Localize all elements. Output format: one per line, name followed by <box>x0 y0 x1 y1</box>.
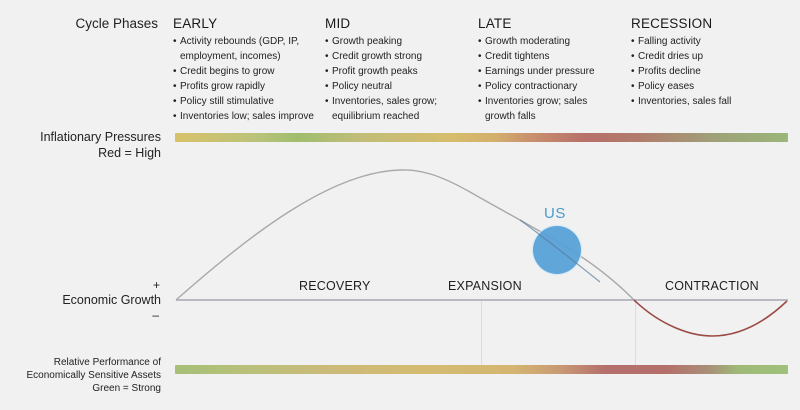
phase-bullet: Policy eases <box>631 79 796 94</box>
phase-title: MID <box>325 16 351 31</box>
phase-bullet: Growth peaking <box>325 34 455 49</box>
performance-label-line2: Economically Sensitive Assets <box>26 370 161 381</box>
performance-label-line1: Relative Performance of <box>53 357 161 368</box>
phase-bullet: Policy still stimulative <box>173 94 323 109</box>
phase-early: EARLY Activity rebounds (GDP, IP, employ… <box>173 16 323 124</box>
phase-recession: RECESSION Falling activity Credit dries … <box>631 16 796 109</box>
phase-bullet: Falling activity <box>631 34 796 49</box>
phase-bullet: Growth moderating <box>478 34 628 49</box>
cycle-phases-label: Cycle Phases <box>75 16 158 31</box>
phase-mid: MID Growth peaking Credit growth strong … <box>325 16 455 124</box>
growth-plus-sign: + <box>152 278 160 292</box>
phase-bullet: Profits grow rapidly <box>173 79 323 94</box>
phase-bullet: Policy neutral <box>325 79 455 94</box>
inflation-label-line1: Inflationary Pressures <box>40 130 161 144</box>
phase-bullet: Credit tightens <box>478 49 628 64</box>
phase-bullet: Inventories, sales fall <box>631 94 796 109</box>
economic-growth-label: Economic Growth <box>62 293 161 307</box>
phase-bullet: Inventories, sales grow; equilibrium rea… <box>325 94 447 124</box>
phase-bullet: Credit begins to grow <box>173 64 323 79</box>
asset-performance-bar <box>175 365 788 374</box>
region-expansion: EXPANSION <box>448 279 522 293</box>
growth-curve-negative <box>633 299 788 337</box>
phase-bullet: Policy contractionary <box>478 79 628 94</box>
inflation-label: Inflationary Pressures Red = High <box>40 129 161 161</box>
growth-minus-sign: – <box>152 308 159 322</box>
phase-bullet: Credit dries up <box>631 49 796 64</box>
phase-title: RECESSION <box>631 16 713 31</box>
phase-bullet: Activity rebounds (GDP, IP, employment, … <box>173 34 305 64</box>
phase-title: LATE <box>478 16 512 31</box>
us-position-marker <box>533 226 581 274</box>
phase-bullet: Inventories low; sales improve <box>173 109 323 124</box>
phase-title: EARLY <box>173 16 218 31</box>
phase-late: LATE Growth moderating Credit tightens E… <box>478 16 628 124</box>
performance-label-line3: Green = Strong <box>92 383 161 394</box>
phase-bullet: Earnings under pressure <box>478 64 628 79</box>
inflation-label-line2: Red = High <box>98 146 161 160</box>
performance-label: Relative Performance of Economically Sen… <box>26 356 161 395</box>
phase-bullet: Profit growth peaks <box>325 64 455 79</box>
us-label: US <box>544 205 566 222</box>
phase-bullet: Credit growth strong <box>325 49 455 64</box>
inflation-pressure-bar <box>175 133 788 142</box>
region-recovery: RECOVERY <box>299 279 371 293</box>
region-contraction: CONTRACTION <box>665 279 759 293</box>
phase-bullet: Inventories grow; sales growth falls <box>478 94 603 124</box>
phase-bullet: Profits decline <box>631 64 796 79</box>
